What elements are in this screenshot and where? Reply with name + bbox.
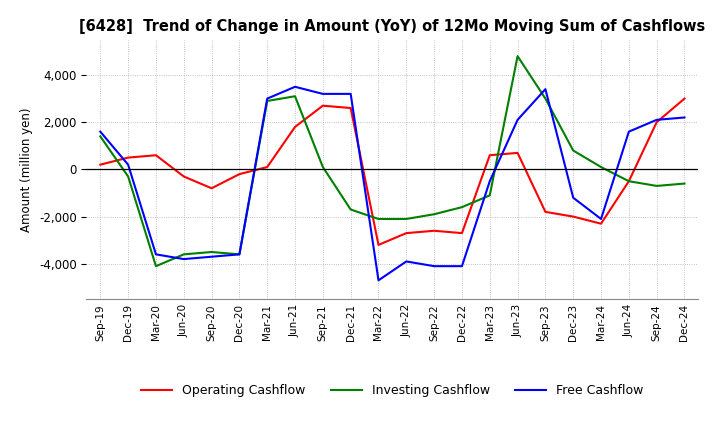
Operating Cashflow — [680, 96, 689, 101]
Investing Cashflow — [207, 249, 216, 255]
Free Cashflow — [402, 259, 410, 264]
Operating Cashflow — [207, 186, 216, 191]
Operating Cashflow — [179, 174, 188, 179]
Investing Cashflow — [680, 181, 689, 186]
Investing Cashflow — [291, 94, 300, 99]
Y-axis label: Amount (million yen): Amount (million yen) — [20, 107, 33, 231]
Operating Cashflow — [124, 155, 132, 160]
Investing Cashflow — [485, 193, 494, 198]
Operating Cashflow — [96, 162, 104, 167]
Title: [6428]  Trend of Change in Amount (YoY) of 12Mo Moving Sum of Cashflows: [6428] Trend of Change in Amount (YoY) o… — [79, 19, 706, 34]
Operating Cashflow — [569, 214, 577, 219]
Free Cashflow — [152, 252, 161, 257]
Investing Cashflow — [430, 212, 438, 217]
Free Cashflow — [485, 179, 494, 184]
Operating Cashflow — [263, 165, 271, 170]
Investing Cashflow — [569, 148, 577, 153]
Operating Cashflow — [652, 120, 661, 125]
Investing Cashflow — [318, 165, 327, 170]
Free Cashflow — [124, 162, 132, 167]
Investing Cashflow — [513, 54, 522, 59]
Free Cashflow — [346, 91, 355, 96]
Operating Cashflow — [541, 209, 550, 215]
Investing Cashflow — [458, 205, 467, 210]
Free Cashflow — [569, 195, 577, 200]
Free Cashflow — [235, 252, 243, 257]
Operating Cashflow — [430, 228, 438, 233]
Investing Cashflow — [652, 183, 661, 189]
Operating Cashflow — [374, 242, 383, 248]
Free Cashflow — [458, 264, 467, 269]
Operating Cashflow — [458, 231, 467, 236]
Operating Cashflow — [235, 172, 243, 177]
Operating Cashflow — [152, 153, 161, 158]
Operating Cashflow — [624, 179, 633, 184]
Investing Cashflow — [346, 207, 355, 212]
Investing Cashflow — [374, 216, 383, 222]
Legend: Operating Cashflow, Investing Cashflow, Free Cashflow: Operating Cashflow, Investing Cashflow, … — [136, 379, 649, 402]
Investing Cashflow — [179, 252, 188, 257]
Operating Cashflow — [318, 103, 327, 108]
Free Cashflow — [291, 84, 300, 89]
Free Cashflow — [597, 216, 606, 222]
Operating Cashflow — [597, 221, 606, 226]
Free Cashflow — [624, 129, 633, 134]
Free Cashflow — [541, 87, 550, 92]
Free Cashflow — [207, 254, 216, 259]
Investing Cashflow — [624, 179, 633, 184]
Investing Cashflow — [263, 98, 271, 103]
Free Cashflow — [318, 91, 327, 96]
Operating Cashflow — [402, 231, 410, 236]
Free Cashflow — [96, 129, 104, 134]
Operating Cashflow — [513, 150, 522, 155]
Free Cashflow — [652, 117, 661, 122]
Investing Cashflow — [541, 96, 550, 101]
Operating Cashflow — [291, 124, 300, 129]
Free Cashflow — [374, 278, 383, 283]
Investing Cashflow — [96, 134, 104, 139]
Free Cashflow — [513, 117, 522, 122]
Line: Free Cashflow: Free Cashflow — [100, 87, 685, 280]
Investing Cashflow — [152, 264, 161, 269]
Investing Cashflow — [124, 174, 132, 179]
Free Cashflow — [680, 115, 689, 120]
Investing Cashflow — [402, 216, 410, 222]
Free Cashflow — [263, 96, 271, 101]
Line: Operating Cashflow: Operating Cashflow — [100, 99, 685, 245]
Free Cashflow — [430, 264, 438, 269]
Free Cashflow — [179, 257, 188, 262]
Operating Cashflow — [346, 106, 355, 111]
Investing Cashflow — [597, 165, 606, 170]
Investing Cashflow — [235, 252, 243, 257]
Operating Cashflow — [485, 153, 494, 158]
Line: Investing Cashflow: Investing Cashflow — [100, 56, 685, 266]
